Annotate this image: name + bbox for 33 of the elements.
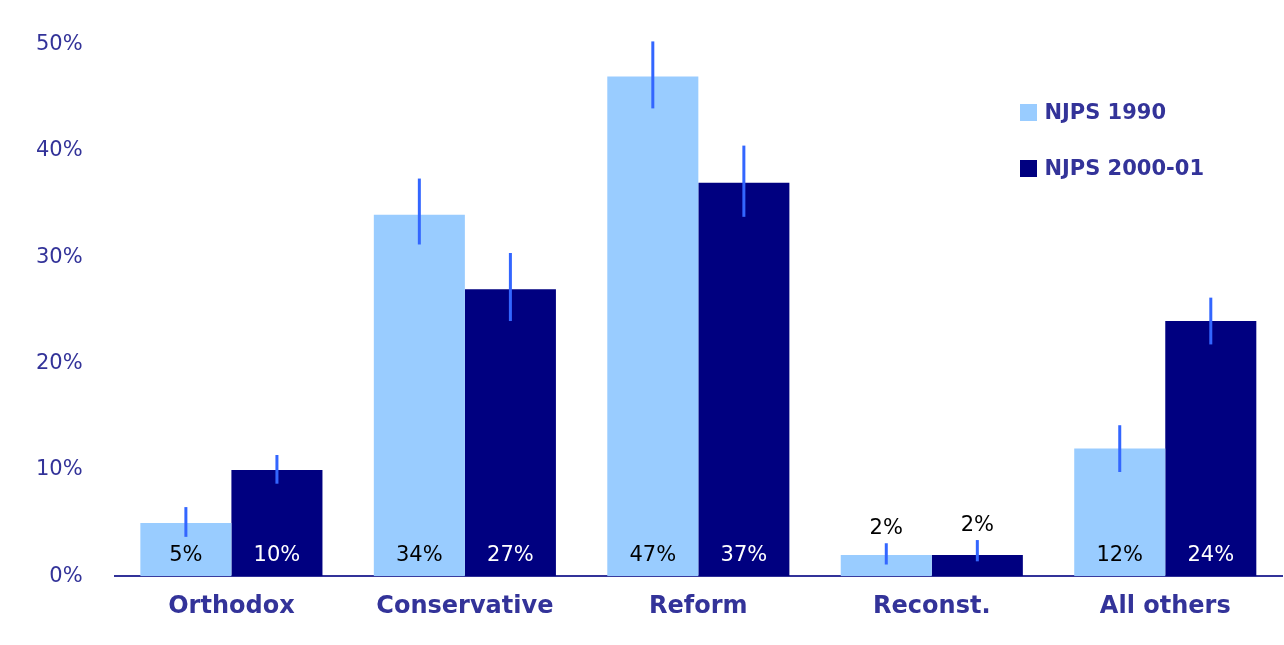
bar [698,182,790,577]
legend-label: NJPS 2000-01 [1044,156,1204,180]
data-label: 12% [1096,542,1144,567]
data-label: 5% [169,542,203,567]
bar [464,289,556,577]
data-label: 24% [1187,542,1235,567]
data-label: 47% [629,542,677,567]
x-tick-label: Conservative [376,590,554,619]
data-label: 2% [960,512,994,536]
data-label: 27% [487,542,534,567]
y-tick-label: 10% [35,456,83,481]
x-tick-label: Reconst. [873,590,991,619]
bar [931,554,1023,577]
y-tick-label: 50% [35,31,83,56]
y-tick-label: 40% [35,137,83,162]
bar [1165,321,1257,577]
data-label: 10% [253,542,301,567]
x-tick-label: Reform [649,590,748,619]
data-label: 2% [869,515,903,540]
bar [607,76,699,577]
data-label: 37% [720,542,768,567]
bar [231,469,323,577]
y-tick-label: 20% [35,350,83,375]
bar [140,523,232,577]
y-tick-label: 30% [35,243,83,268]
data-label: 34% [396,542,443,567]
legend-label: NJPS 1990 [1044,100,1167,124]
x-tick-label: All others [1099,590,1231,619]
y-tick-label: 0% [49,562,83,587]
x-tick-label: Orthodox [168,590,296,619]
bar [840,554,932,577]
bar [373,214,465,577]
bar [1074,448,1166,577]
